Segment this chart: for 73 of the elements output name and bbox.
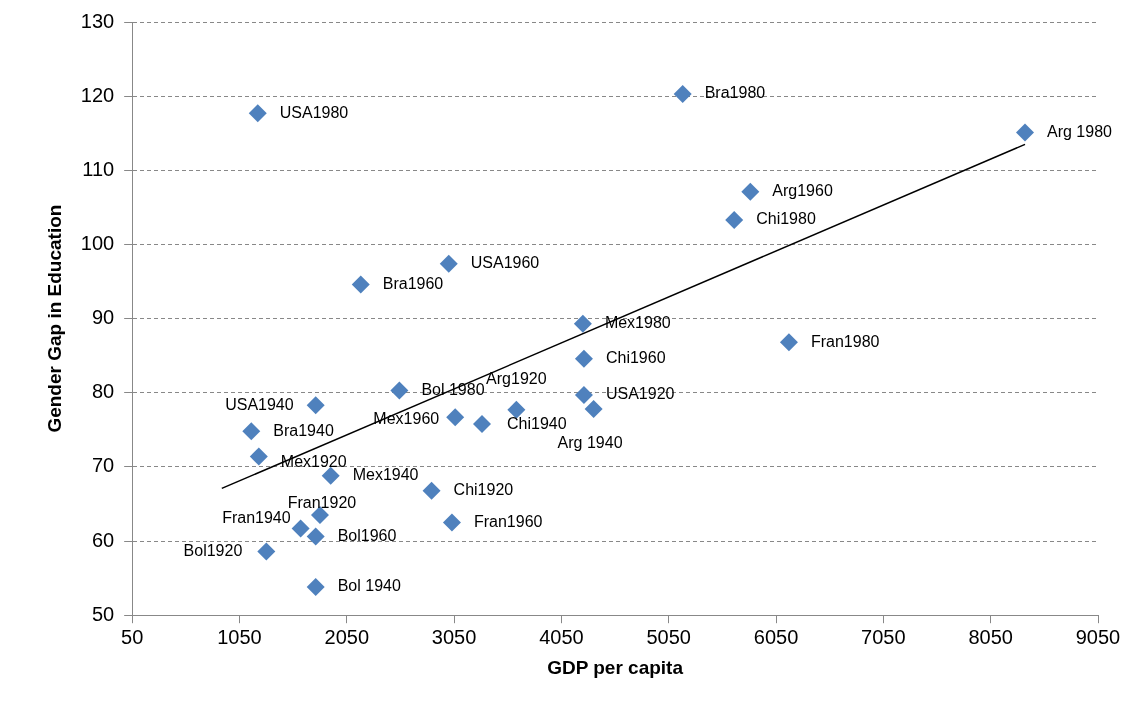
y-axis-title: Gender Gap in Education xyxy=(43,204,65,433)
annotation: USA1940 xyxy=(225,395,294,413)
x-tick-label: 3050 xyxy=(431,625,477,648)
point xyxy=(321,466,340,485)
point xyxy=(1016,123,1035,142)
annotation: Bra1960 xyxy=(382,274,444,292)
x-tick-label: 7050 xyxy=(861,625,906,648)
x-tick-label: 50 xyxy=(121,625,144,648)
point xyxy=(242,422,261,441)
y-tick-label: 70 xyxy=(91,454,115,477)
x-tick-label: 2050 xyxy=(324,625,370,648)
annotation: Arg 1980 xyxy=(1047,122,1113,140)
point xyxy=(446,408,465,427)
x-axis-title: GDP per capita xyxy=(547,656,684,678)
point xyxy=(439,254,458,273)
annotation: Mex1940 xyxy=(352,466,419,484)
point xyxy=(574,385,593,404)
point xyxy=(306,578,325,597)
point xyxy=(574,349,593,368)
point xyxy=(249,447,268,466)
point xyxy=(741,182,760,201)
y-tick-label: 90 xyxy=(91,306,115,329)
point xyxy=(306,527,325,546)
point xyxy=(422,481,441,500)
annotation: Bol1960 xyxy=(337,527,397,545)
y-tick-label: 50 xyxy=(91,602,115,625)
y-tick-label: 60 xyxy=(91,528,115,551)
x-tick-label: 5050 xyxy=(646,625,691,648)
point xyxy=(573,314,592,333)
annotation: USA1960 xyxy=(470,254,540,272)
y-tick-label: 100 xyxy=(80,231,115,254)
x-tick-label: 9050 xyxy=(1075,625,1121,648)
point xyxy=(507,400,526,419)
annotation: Chi1920 xyxy=(453,481,514,499)
annotation: Chi1980 xyxy=(756,210,816,228)
point xyxy=(673,84,692,103)
point xyxy=(291,519,310,538)
point xyxy=(257,542,276,561)
x-tick-label: 1050 xyxy=(217,625,262,648)
annotation: Bra1940 xyxy=(273,421,334,439)
y-tick-label: 130 xyxy=(80,9,115,32)
point xyxy=(584,400,603,419)
annotation: Chi1940 xyxy=(507,415,567,433)
annotation: Fran1940 xyxy=(222,508,291,526)
annotation: Bol1920 xyxy=(183,541,243,559)
point xyxy=(351,275,370,294)
annotation: Mex1980 xyxy=(604,314,671,332)
point xyxy=(725,210,744,229)
annotation: Arg 1940 xyxy=(557,434,623,452)
annotation: Mex1920 xyxy=(280,452,347,470)
annotation: Fran1980 xyxy=(810,332,880,350)
x-tick-label: 4050 xyxy=(539,625,584,648)
annotation: Fran1960 xyxy=(473,512,543,530)
x-tick-label: 8050 xyxy=(968,625,1013,648)
point xyxy=(248,104,267,123)
y-tick-label: 110 xyxy=(82,157,115,180)
y-tick-label: 120 xyxy=(80,83,115,106)
annotation: USA1920 xyxy=(605,385,675,403)
point xyxy=(442,513,461,532)
annotation: USA1980 xyxy=(279,103,349,121)
annotation: Chi1960 xyxy=(605,349,666,367)
point xyxy=(306,396,325,415)
point xyxy=(390,381,409,400)
annotation: Bra1980 xyxy=(704,84,766,102)
x-tick-label: 6050 xyxy=(753,625,799,648)
annotation: Bol 1940 xyxy=(337,577,401,595)
annotation: Fran1920 xyxy=(287,493,357,511)
point xyxy=(473,414,492,433)
annotation: Arg1920 xyxy=(486,370,547,388)
annotation: Bol 1980 xyxy=(421,380,485,398)
annotation: Arg1960 xyxy=(772,182,833,200)
y-tick-label: 80 xyxy=(91,380,115,403)
point xyxy=(779,333,798,352)
